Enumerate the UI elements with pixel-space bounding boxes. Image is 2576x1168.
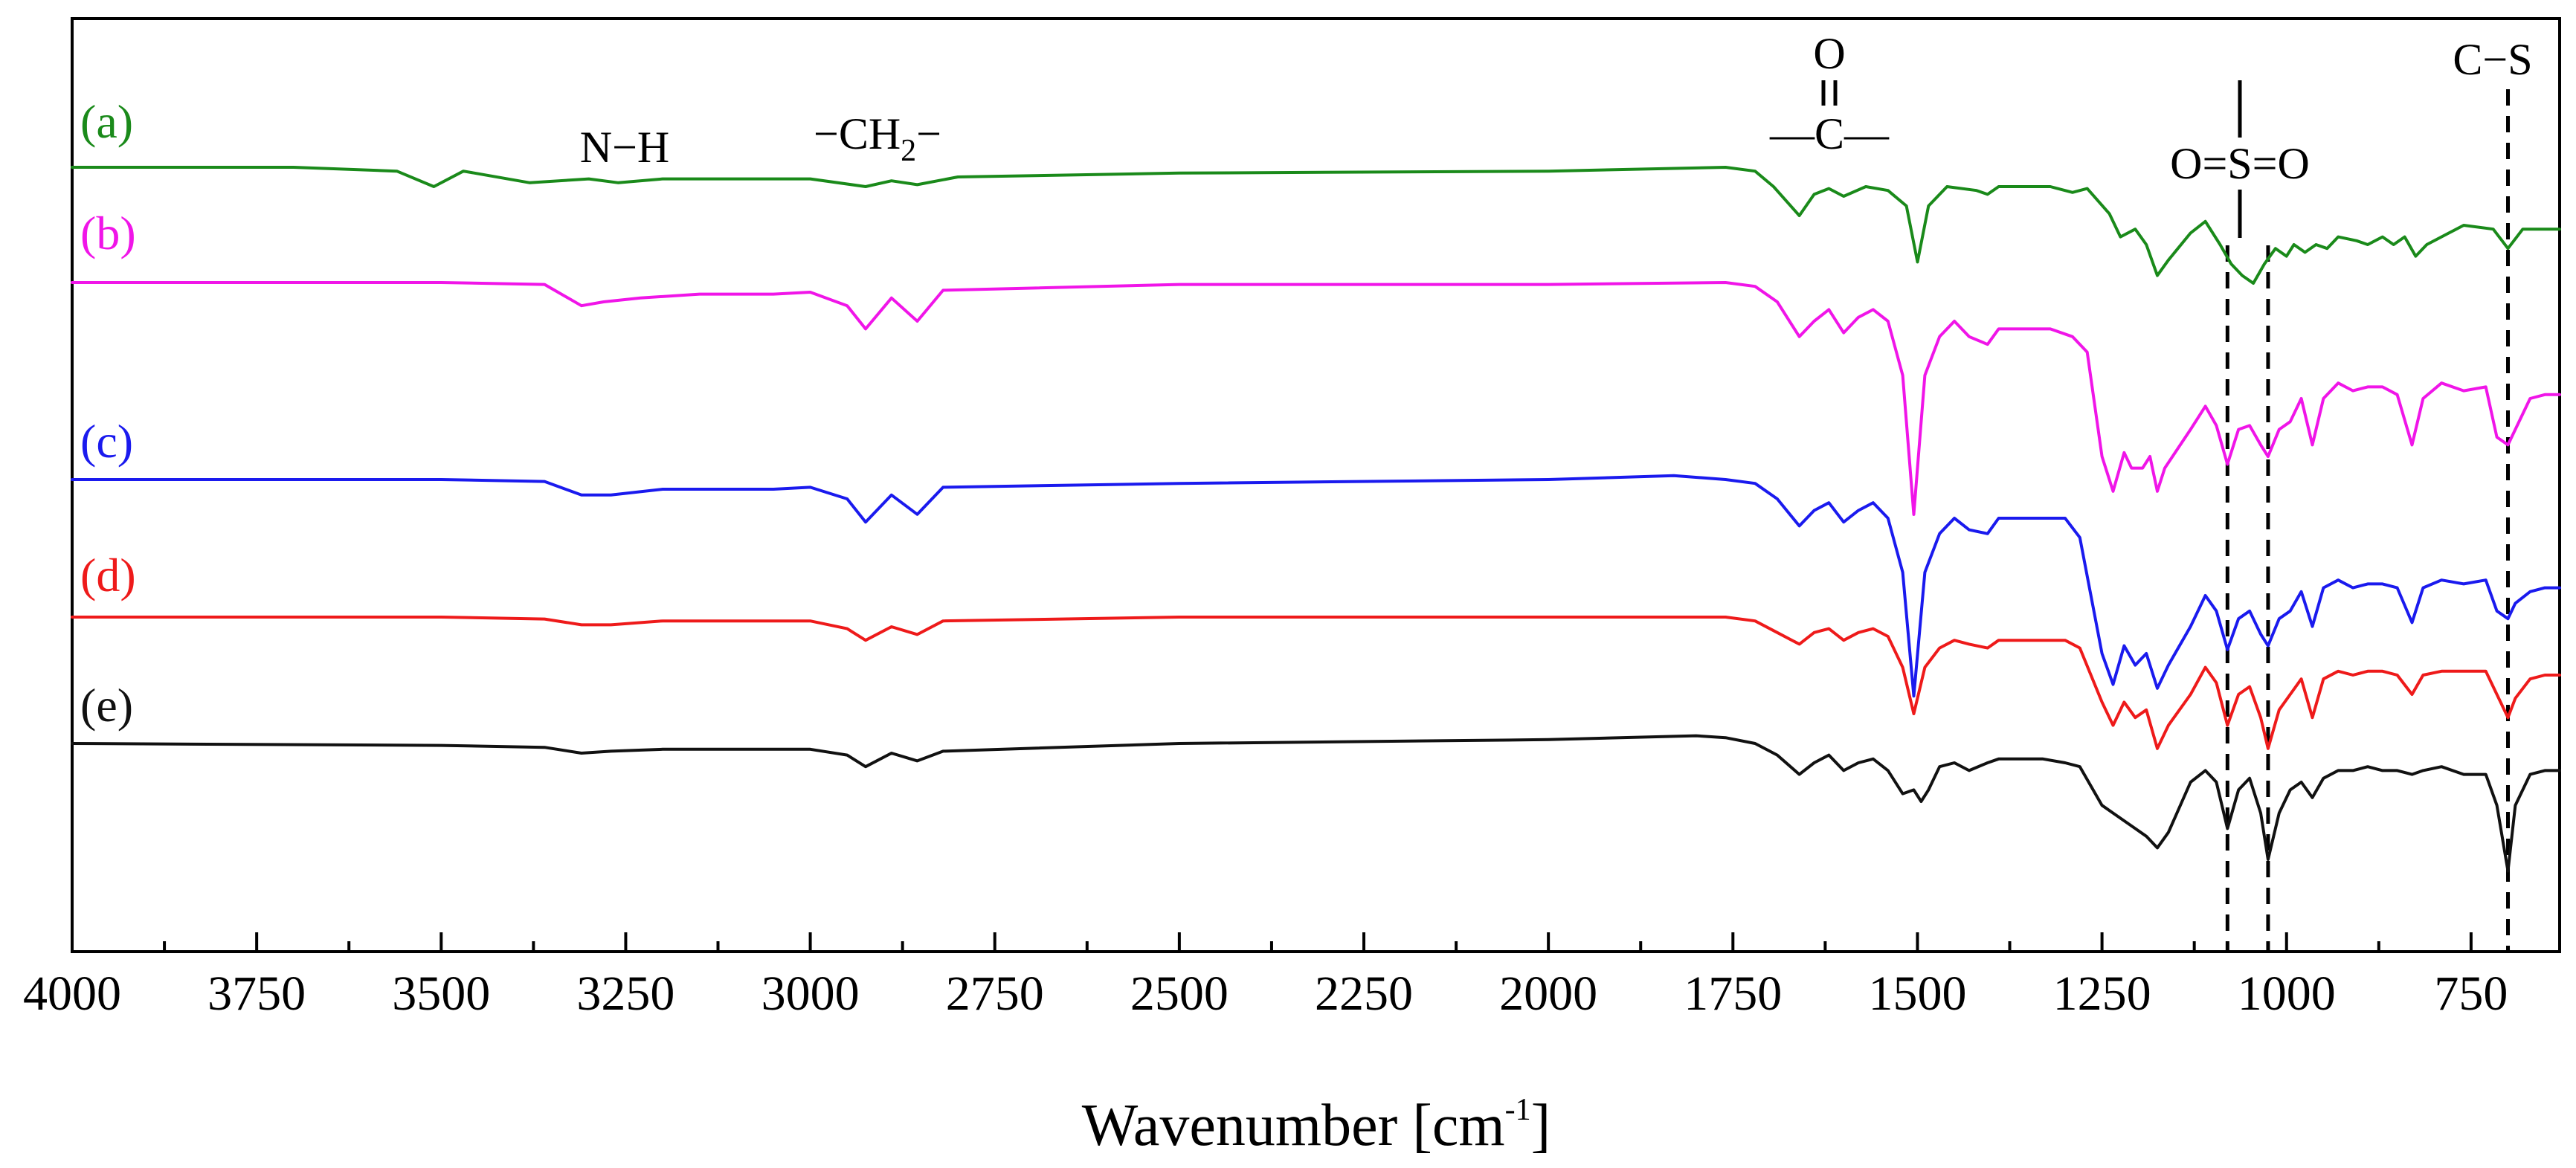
x-tick-label: 1250 [2053, 967, 2151, 1021]
series-label-a: (a) [80, 95, 133, 148]
x-axis-label: Wavenumber [cm-1] [1082, 1093, 1551, 1158]
spectrum-d [71, 616, 2561, 750]
series-label-e: (e) [80, 679, 133, 732]
x-tick-label: 2250 [1315, 967, 1413, 1021]
series-labels: (a) (b) (c) (d) (e) [80, 95, 136, 732]
spectrum-b [71, 281, 2561, 516]
annotation-ch2: −CH2− [814, 109, 941, 168]
x-tick-label: 3250 [576, 967, 674, 1021]
x-axis-tick-labels: 4000 3750 3500 3250 3000 2750 2500 2250 2000 1750… [23, 967, 2508, 1021]
x-tick-label: 750 [2434, 967, 2508, 1021]
sulfonyl-text: O=S=O [2170, 139, 2310, 188]
plot-frame [71, 17, 2561, 953]
x-tick-label: 2750 [946, 967, 1044, 1021]
x-tick-label: 3000 [761, 967, 860, 1021]
series-label-d: (d) [80, 549, 136, 601]
carbonyl-carbon: —C— [1769, 109, 1890, 158]
annotation-cs: C−S [2453, 35, 2532, 84]
x-tick-label: 2000 [1499, 967, 1597, 1021]
carbonyl-oxygen: O [1813, 29, 1845, 78]
x-axis-ticks [71, 932, 2473, 952]
peak-guide-lines [2225, 89, 2511, 952]
x-tick-label: 1000 [2238, 967, 2336, 1021]
x-tick-label: 1750 [1684, 967, 1782, 1021]
annotation-nh: N−H [580, 123, 670, 172]
x-tick-label: 3750 [207, 967, 306, 1021]
x-tick-label: 2500 [1130, 967, 1229, 1021]
annotation-carbonyl: O —C— [1769, 29, 1890, 158]
series-label-b: (b) [80, 207, 136, 259]
spectrum-c [71, 474, 2561, 698]
x-tick-label: 3500 [392, 967, 490, 1021]
series-label-c: (c) [80, 415, 133, 468]
spectrum-a [71, 166, 2561, 285]
x-tick-label: 1500 [1868, 967, 1966, 1021]
spectrum-e [71, 734, 2561, 873]
spectra-curves [71, 166, 2561, 873]
x-tick-label: 4000 [23, 967, 121, 1021]
annotation-sulfonyl: O=S=O [2170, 80, 2310, 238]
